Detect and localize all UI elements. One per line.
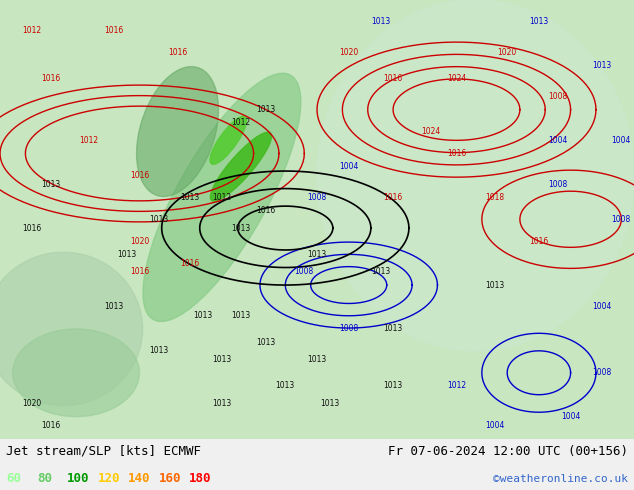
Text: 1004: 1004 xyxy=(561,412,580,421)
Text: 1018: 1018 xyxy=(485,193,504,202)
Ellipse shape xyxy=(136,67,219,196)
Text: 1016: 1016 xyxy=(447,149,466,158)
Ellipse shape xyxy=(0,252,143,406)
Text: 1016: 1016 xyxy=(130,171,149,180)
Text: 1004: 1004 xyxy=(612,136,631,145)
Text: 1013: 1013 xyxy=(593,61,612,70)
Text: 1013: 1013 xyxy=(117,250,136,259)
Text: 1013: 1013 xyxy=(307,355,327,364)
Text: 1013: 1013 xyxy=(231,311,250,320)
Text: 1016: 1016 xyxy=(130,268,149,276)
Text: 1004: 1004 xyxy=(593,302,612,312)
Text: 1013: 1013 xyxy=(105,302,124,312)
Text: 1024: 1024 xyxy=(447,74,466,83)
Text: 1016: 1016 xyxy=(41,421,60,430)
Ellipse shape xyxy=(210,132,271,201)
Text: 180: 180 xyxy=(189,472,211,485)
Text: Jet stream/SLP [kts] ECMWF: Jet stream/SLP [kts] ECMWF xyxy=(6,445,202,458)
Text: 1013: 1013 xyxy=(149,346,168,355)
Text: 1016: 1016 xyxy=(529,237,548,245)
Text: 1008: 1008 xyxy=(339,324,358,333)
Text: 1012: 1012 xyxy=(447,381,466,391)
Text: 1020: 1020 xyxy=(130,237,149,245)
Text: 1013: 1013 xyxy=(257,105,276,114)
Text: 1016: 1016 xyxy=(384,193,403,202)
Text: 1013: 1013 xyxy=(149,215,168,224)
Text: 1004: 1004 xyxy=(548,136,567,145)
Text: 1020: 1020 xyxy=(22,399,41,408)
Text: 1013: 1013 xyxy=(529,18,548,26)
Ellipse shape xyxy=(143,73,301,321)
Text: 160: 160 xyxy=(158,472,181,485)
Text: 1013: 1013 xyxy=(371,268,390,276)
Text: 1013: 1013 xyxy=(212,399,231,408)
Ellipse shape xyxy=(317,0,634,351)
Text: 1008: 1008 xyxy=(295,268,314,276)
Text: 1012: 1012 xyxy=(231,118,250,127)
Text: 1013: 1013 xyxy=(193,311,212,320)
Text: 1020: 1020 xyxy=(339,48,358,57)
Text: 140: 140 xyxy=(128,472,150,485)
Text: 1008: 1008 xyxy=(548,92,567,101)
Text: 1024: 1024 xyxy=(422,127,441,136)
Text: 1013: 1013 xyxy=(181,193,200,202)
Text: 1004: 1004 xyxy=(485,421,504,430)
Text: 1016: 1016 xyxy=(105,26,124,35)
Text: 1016: 1016 xyxy=(41,74,60,83)
Text: 1012: 1012 xyxy=(22,26,41,35)
Text: 1013: 1013 xyxy=(371,18,390,26)
Text: 1012: 1012 xyxy=(212,193,231,202)
Ellipse shape xyxy=(13,329,139,416)
Text: 1013: 1013 xyxy=(307,250,327,259)
Text: 1013: 1013 xyxy=(320,399,339,408)
Text: 1013: 1013 xyxy=(212,355,231,364)
Text: ©weatheronline.co.uk: ©weatheronline.co.uk xyxy=(493,474,628,484)
Text: 1008: 1008 xyxy=(548,180,567,189)
Text: 100: 100 xyxy=(67,472,89,485)
Text: 1008: 1008 xyxy=(612,215,631,224)
Text: 1016: 1016 xyxy=(181,259,200,268)
Text: 1013: 1013 xyxy=(41,180,60,189)
Text: 1016: 1016 xyxy=(168,48,187,57)
Text: 80: 80 xyxy=(37,472,52,485)
Text: 1013: 1013 xyxy=(384,324,403,333)
Text: 1013: 1013 xyxy=(231,223,250,233)
Text: 1016: 1016 xyxy=(257,206,276,215)
Text: 1013: 1013 xyxy=(276,381,295,391)
Text: 1016: 1016 xyxy=(22,223,41,233)
Text: 1008: 1008 xyxy=(593,368,612,377)
Text: 1013: 1013 xyxy=(257,338,276,346)
Text: 60: 60 xyxy=(6,472,22,485)
Text: 1004: 1004 xyxy=(339,162,358,171)
Text: 1020: 1020 xyxy=(498,48,517,57)
Text: 120: 120 xyxy=(98,472,120,485)
Text: 1013: 1013 xyxy=(485,281,504,290)
Ellipse shape xyxy=(210,116,247,164)
Text: 1012: 1012 xyxy=(79,136,98,145)
Text: Fr 07-06-2024 12:00 UTC (00+156): Fr 07-06-2024 12:00 UTC (00+156) xyxy=(387,445,628,458)
Text: 1016: 1016 xyxy=(384,74,403,83)
Text: 1008: 1008 xyxy=(307,193,327,202)
Text: 1013: 1013 xyxy=(384,381,403,391)
